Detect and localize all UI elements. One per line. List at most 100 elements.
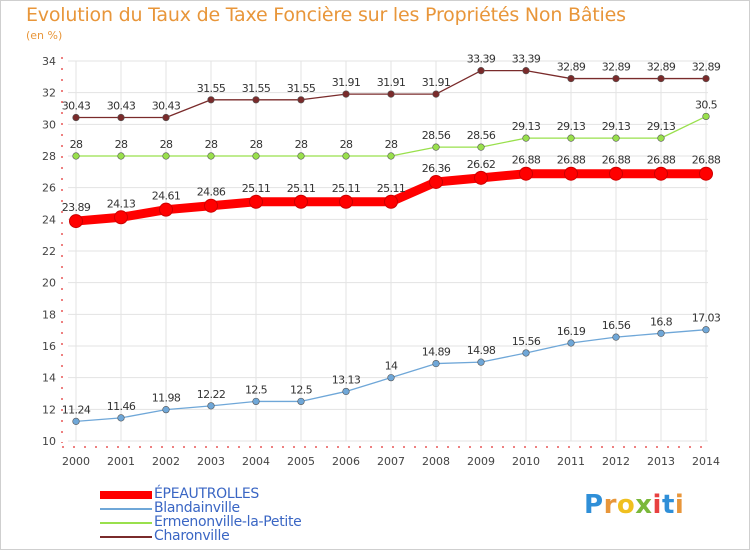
series-epeautrolles-point xyxy=(69,214,83,229)
series-epeautrolles-point xyxy=(609,166,623,181)
series-charonville-data-label: 30.43 xyxy=(62,100,91,113)
logo-letter: x xyxy=(635,490,653,520)
series-blandainville-data-label: 14.89 xyxy=(422,346,451,359)
y-axis-unit-label: (en %) xyxy=(26,29,63,42)
series-ermenonville-data-label: 29.13 xyxy=(602,120,631,133)
x-tick-label: 2014 xyxy=(692,455,720,468)
series-blandainville-point xyxy=(252,397,260,406)
series-charonville-data-label: 31.55 xyxy=(242,82,271,95)
logo-letter: i xyxy=(674,490,685,520)
series-blandainville-data-label: 15.56 xyxy=(512,335,541,348)
series-epeautrolles-point xyxy=(159,202,173,217)
series-ermenonville-data-label: 28 xyxy=(295,138,308,151)
chart-title: Evolution du Taux de Taxe Foncière sur l… xyxy=(26,4,626,26)
series-epeautrolles-point xyxy=(519,166,533,181)
series-ermenonville-data-label: 29.13 xyxy=(557,120,586,133)
series-charonville-point xyxy=(387,90,395,98)
x-tick-label: 2007 xyxy=(377,455,405,468)
series-blandainville-data-label: 12.22 xyxy=(197,388,226,401)
series-ermenonville-point xyxy=(477,143,485,151)
series-charonville-point xyxy=(72,113,80,122)
series-charonville-data-label: 32.89 xyxy=(602,61,631,74)
x-tick-label: 2001 xyxy=(107,455,135,468)
series-ermenonville-point xyxy=(342,152,350,160)
series-blandainville-data-label: 13.13 xyxy=(332,373,361,386)
series-epeautrolles-point xyxy=(114,210,128,225)
legend-swatch xyxy=(100,491,152,499)
y-tick-label: 12 xyxy=(42,403,56,416)
series-epeautrolles-data-label: 24.86 xyxy=(197,186,226,199)
series-charonville-data-label: 32.89 xyxy=(557,61,586,74)
series-ermenonville-point xyxy=(252,152,260,160)
x-tick-label: 2004 xyxy=(242,455,270,468)
series-blandainville-point xyxy=(432,359,440,368)
series-epeautrolles-point xyxy=(474,170,488,185)
y-tick-label: 26 xyxy=(42,182,56,195)
x-tick-label: 2002 xyxy=(152,455,180,468)
series-ermenonville-data-label: 28.56 xyxy=(467,129,496,142)
series-epeautrolles-point xyxy=(429,174,443,189)
series-ermenonville-point xyxy=(387,152,395,160)
series-ermenonville-data-label: 28 xyxy=(115,138,128,151)
series-charonville-point xyxy=(657,74,665,83)
series-ermenonville-point xyxy=(297,152,305,160)
series-epeautrolles-point xyxy=(294,194,308,209)
legend-swatch xyxy=(100,536,152,538)
series-charonville-data-label: 33.39 xyxy=(512,53,541,66)
legend-swatch xyxy=(100,522,152,524)
series-charonville-data-label: 30.43 xyxy=(107,100,136,113)
series-blandainville-data-label: 11.98 xyxy=(152,392,181,405)
legend-label: ÉPEAUTROLLES xyxy=(154,486,259,502)
legend-swatch xyxy=(100,508,152,510)
series-ermenonville-point xyxy=(522,134,530,142)
series-ermenonville-point xyxy=(432,143,440,151)
series-blandainville-data-label: 16.19 xyxy=(557,325,586,338)
series-charonville-data-label: 31.55 xyxy=(287,82,316,95)
series-charonville-point xyxy=(117,113,125,122)
series-charonville-data-label: 31.91 xyxy=(332,76,361,89)
series-epeautrolles-data-label: 26.88 xyxy=(512,154,541,167)
series-ermenonville-data-label: 29.13 xyxy=(647,120,676,133)
series-epeautrolles-point xyxy=(699,166,713,181)
series-blandainville-point xyxy=(702,326,710,334)
series-blandainville-point xyxy=(117,414,125,422)
series-charonville-data-label: 30.43 xyxy=(152,100,181,113)
series-ermenonville-point xyxy=(702,112,710,121)
logo-letter: r xyxy=(603,490,617,520)
series-epeautrolles-data-label: 23.89 xyxy=(62,201,91,214)
series-charonville-data-label: 31.55 xyxy=(197,82,226,95)
y-tick-label: 18 xyxy=(42,308,56,321)
series-blandainville-data-label: 14 xyxy=(385,360,398,373)
y-tick-label: 10 xyxy=(42,435,56,448)
series-epeautrolles-point xyxy=(249,194,263,209)
series-ermenonville-point xyxy=(567,134,575,142)
series-epeautrolles-data-label: 26.62 xyxy=(467,158,496,171)
x-tick-label: 2009 xyxy=(467,455,495,468)
series-charonville-point xyxy=(297,96,305,104)
series-ermenonville-point xyxy=(207,152,215,160)
series-blandainville-point xyxy=(297,397,305,406)
legend-label: Ermenonville-la-Petite xyxy=(154,514,302,530)
series-blandainville-point xyxy=(162,406,170,414)
series-ermenonville-data-label: 29.13 xyxy=(512,120,541,133)
series-epeautrolles-data-label: 26.88 xyxy=(647,154,676,167)
series-charonville-point xyxy=(207,96,215,104)
series-blandainville-point xyxy=(387,374,395,382)
series-epeautrolles-data-label: 25.11 xyxy=(377,182,406,195)
x-tick-label: 2006 xyxy=(332,455,360,468)
series-blandainville-point xyxy=(477,358,485,366)
y-tick-label: 16 xyxy=(42,340,56,353)
y-tick-label: 20 xyxy=(42,277,56,290)
series-charonville-point xyxy=(432,90,440,98)
series-epeautrolles-point xyxy=(204,198,218,213)
y-tick-label: 28 xyxy=(42,150,56,163)
series-ermenonville-data-label: 28.56 xyxy=(422,129,451,142)
series-charonville-point xyxy=(252,96,260,104)
x-tick-label: 2012 xyxy=(602,455,630,468)
series-epeautrolles-data-label: 26.88 xyxy=(692,154,721,167)
series-charonville-data-label: 32.89 xyxy=(647,61,676,74)
series-charonville-point xyxy=(477,67,485,75)
series-blandainville-data-label: 11.24 xyxy=(62,403,91,416)
